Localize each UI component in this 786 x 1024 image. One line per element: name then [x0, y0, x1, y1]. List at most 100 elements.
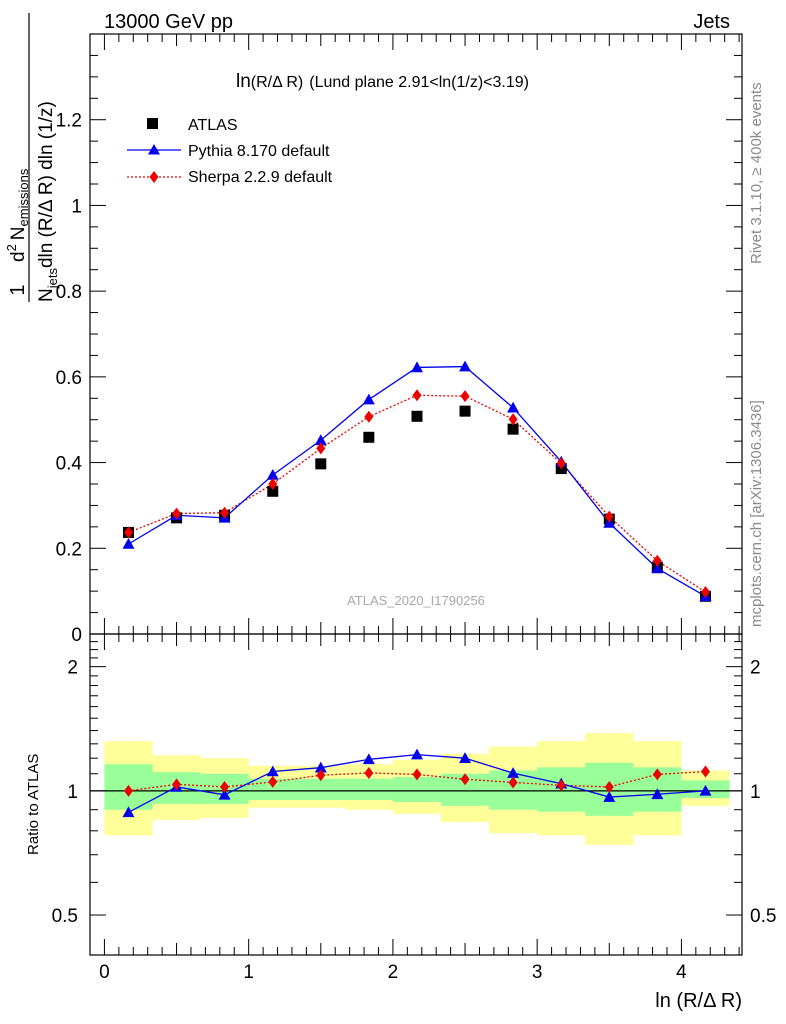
ratio-pythia-point [411, 748, 424, 760]
ratio-y-ticks: 0.5 0.5 1 1 2 2 [52, 633, 776, 956]
ratio-sherpa-point [268, 775, 278, 788]
ratio-sherpa-point [220, 780, 230, 793]
ratio-sherpa-point [701, 765, 711, 778]
sherpa-point [316, 442, 326, 455]
main-y-tick-label: 0.2 [56, 539, 82, 560]
legend-label-atlas: ATLAS [188, 117, 238, 134]
legend-label-sherpa: Sherpa 2.2.9 default [188, 169, 333, 186]
pythia-point [411, 361, 424, 373]
sherpa-point [364, 410, 374, 423]
ratio-pythia-point [266, 765, 279, 777]
ratio-panel [89, 633, 743, 956]
analysis-watermark: ATLAS_2020_I1790256 [347, 593, 485, 608]
y-label-numerator: d2Nemissions [4, 168, 31, 262]
main-y-ticks: 0 0.2 0.4 0.6 0.8 1 1.2 [56, 33, 742, 646]
y-label-one: 1 [7, 284, 29, 295]
ratio-sherpa-point [124, 784, 134, 797]
ratio-pythia-point [314, 761, 327, 773]
legend: ATLAS Pythia 8.170 default Sherpa 2.2.9 … [127, 117, 333, 186]
atlas-point [507, 423, 519, 435]
pythia-point [507, 401, 520, 413]
legend-marker-atlas [147, 118, 158, 129]
ratio-pythia-point [362, 753, 375, 765]
ratio-y-tick-label: 1 [67, 782, 78, 803]
atlas-point [363, 431, 375, 443]
ratio-sherpa-point [556, 779, 566, 792]
x-tick-label: 2 [388, 962, 399, 983]
main-y-label: 1 d2Nemissions Njetsdln (R/Δ R) dln (1/z… [4, 13, 60, 302]
x-axis-label: ln (R/Δ R) [655, 990, 742, 1012]
sherpa-point [508, 413, 518, 426]
ratio-series [90, 748, 742, 818]
ratio-frame [89, 633, 743, 956]
main-y-tick-label: 0.6 [56, 368, 82, 389]
ratio-pythia-point [459, 752, 472, 763]
ratio-y-label: Ratio to ATLAS [25, 754, 42, 855]
ratio-sherpa-point [508, 776, 518, 789]
header-left: 13000 GeV pp [104, 11, 233, 33]
main-y-tick-label: 1.2 [56, 111, 82, 132]
sherpa-line [128, 394, 706, 593]
atlas-point [459, 405, 471, 417]
main-y-tick-label: 0.8 [56, 282, 82, 303]
sherpa-point [556, 457, 566, 470]
header-right: Jets [693, 11, 730, 33]
atlas-point [315, 458, 327, 470]
main-y-tick-label: 0.4 [56, 454, 83, 475]
ratio-sherpa-point [364, 766, 374, 779]
ratio-sherpa-point [172, 778, 182, 791]
ratio-pythia-point [651, 788, 664, 800]
ratio-pythia-point [699, 784, 712, 796]
y-label-denominator: Njetsdln (R/Δ R) dln (1/z) [36, 101, 60, 302]
atlas-point [267, 485, 279, 497]
pythia-point [266, 469, 279, 480]
ratio-y-tick-label: 2 [67, 658, 78, 679]
sherpa-point [412, 389, 422, 402]
ratio-sherpa-point [460, 773, 470, 786]
legend-marker-sherpa [149, 171, 159, 183]
pythia-point [122, 538, 135, 549]
ratio-pythia-point [507, 767, 520, 778]
legend-marker-pythia [148, 144, 160, 155]
x-tick-label: 1 [243, 962, 254, 983]
ratio-sherpa-point [652, 768, 662, 781]
sherpa-point [652, 554, 662, 567]
ratio-y-tick-label-right: 0.5 [750, 906, 776, 927]
mcplots-label: mcplots.cern.ch [arXiv:1306.3436] [748, 400, 765, 627]
main-y-tick-label: 0 [71, 625, 82, 646]
ratio-pythia-point [218, 788, 231, 800]
plot-title: ln(R/Δ R) (Lund plane 2.91<ln(1/z)<3.19) [236, 71, 529, 92]
ratio-band-green [248, 778, 297, 801]
ratio-pythia-point [603, 791, 616, 802]
main-y-tick-label: 1 [71, 196, 82, 217]
ratio-band-green [392, 777, 441, 802]
ratio-y-tick-label: 0.5 [52, 906, 78, 927]
ratio-band-green [344, 778, 393, 801]
rivet-label: Rivet 3.1.10, ≥ 400k events [748, 82, 765, 264]
x-tick-label: 0 [99, 962, 110, 983]
sherpa-point [124, 526, 134, 539]
pythia-point [651, 562, 664, 574]
pythia-point [362, 393, 375, 405]
sherpa-point [460, 390, 470, 403]
ratio-y-tick-label-right: 2 [750, 658, 761, 679]
ratio-sherpa-point [316, 769, 326, 782]
legend-label-pythia: Pythia 8.170 default [188, 143, 330, 160]
pythia-point [459, 360, 472, 372]
sherpa-point [604, 510, 614, 523]
ratio-band-green [296, 778, 345, 801]
main-series [122, 360, 712, 602]
pythia-point [314, 434, 327, 446]
ratio-sherpa-point [604, 780, 614, 793]
ratio-y-tick-label-right: 1 [750, 782, 761, 803]
ratio-pythia-point [122, 806, 135, 818]
x-tick-label: 4 [676, 962, 687, 983]
x-ticks: 0 1 2 3 4 [99, 34, 740, 983]
atlas-point [411, 410, 423, 422]
sherpa-point [172, 507, 182, 520]
x-tick-label: 3 [532, 962, 543, 983]
ratio-sherpa-point [412, 768, 422, 781]
sherpa-point [701, 586, 711, 598]
sherpa-point [268, 478, 278, 490]
